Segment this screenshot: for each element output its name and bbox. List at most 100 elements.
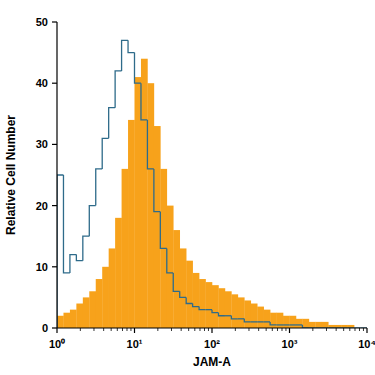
histogram-step — [218, 313, 224, 316]
x-minor-tick — [349, 328, 350, 331]
histogram-step — [290, 324, 296, 325]
histogram-bar — [76, 304, 83, 328]
y-tick — [52, 21, 57, 22]
x-minor-tick — [248, 328, 249, 331]
y-tick-label: 0 — [42, 322, 48, 334]
x-minor-tick — [122, 328, 123, 331]
x-minor-tick — [326, 328, 327, 331]
histogram-bar — [70, 310, 77, 328]
x-minor-tick — [277, 328, 278, 331]
histogram-step — [70, 255, 76, 273]
x-tick — [56, 328, 57, 333]
y-tick-label: 30 — [36, 138, 48, 150]
histogram-step — [193, 304, 199, 307]
y-tick-label: 50 — [36, 16, 48, 28]
histogram-step — [173, 273, 179, 291]
histogram-step — [225, 315, 231, 316]
x-tick-label: 10² — [204, 338, 220, 350]
histogram-bar — [206, 282, 213, 328]
x-minor-tick — [130, 328, 131, 331]
histogram-bar — [302, 319, 309, 328]
histogram-bar — [296, 319, 303, 328]
histogram-step — [57, 175, 63, 328]
histogram-step — [238, 318, 244, 319]
histogram-step — [296, 324, 302, 325]
histogram-bar — [122, 169, 129, 328]
y-tick — [52, 327, 57, 328]
histogram-step — [251, 321, 257, 322]
y-tick-label: 40 — [36, 77, 48, 89]
histogram-step — [122, 40, 128, 71]
x-minor-tick — [235, 328, 236, 331]
y-axis-label: Relative Cell Number — [4, 115, 18, 235]
histogram-bar — [277, 313, 284, 328]
histogram-step — [212, 310, 218, 313]
histogram-step — [167, 248, 173, 272]
histogram-step — [147, 120, 153, 169]
histogram-bar — [238, 297, 245, 328]
x-minor-tick — [343, 328, 344, 331]
histogram-bar — [160, 169, 167, 328]
histogram-step — [283, 324, 289, 325]
y-tick-label: 20 — [36, 200, 48, 212]
histogram-step — [115, 71, 121, 108]
chart-svg: 0102030405010⁰10¹10²10³10⁴JAM-ARelative … — [0, 0, 375, 375]
histogram-bar — [218, 288, 225, 328]
x-minor-tick — [93, 328, 94, 331]
histogram-bar — [251, 304, 258, 328]
x-minor-tick — [188, 328, 189, 331]
histogram-step — [96, 169, 102, 206]
histogram-step — [102, 138, 108, 169]
x-minor-tick — [126, 328, 127, 331]
histogram-bar — [212, 285, 219, 328]
x-tick — [211, 328, 212, 333]
histogram-bar — [315, 322, 322, 328]
x-minor-tick — [312, 328, 313, 331]
y-axis-line — [56, 22, 57, 328]
x-minor-tick — [354, 328, 355, 331]
x-minor-tick — [208, 328, 209, 331]
x-minor-tick — [103, 328, 104, 331]
x-minor-tick — [204, 328, 205, 331]
histogram-bar — [322, 322, 329, 328]
marks — [57, 40, 367, 328]
histogram-bar — [180, 248, 187, 328]
histogram-bar — [173, 230, 180, 328]
histogram-step — [63, 175, 69, 273]
histogram-bar — [57, 316, 64, 328]
x-minor-tick — [199, 328, 200, 331]
histogram-step — [128, 40, 134, 52]
histogram-bar — [225, 291, 232, 328]
histogram-step — [180, 291, 186, 297]
x-minor-tick — [80, 328, 81, 331]
histogram-bar — [128, 120, 135, 328]
histogram-step — [257, 321, 263, 322]
histogram-bar — [96, 279, 103, 328]
x-tick — [134, 328, 135, 333]
y-tick — [52, 266, 57, 267]
histogram-bar — [193, 273, 200, 328]
histogram-bar — [186, 261, 193, 328]
histogram-bar — [244, 300, 251, 328]
histogram-bar — [264, 310, 271, 328]
histogram-step — [231, 316, 237, 319]
histogram-bar — [283, 316, 290, 328]
x-minor-tick — [363, 328, 364, 331]
x-axis-label: JAM-A — [193, 355, 231, 369]
histogram-bar — [309, 322, 316, 328]
histogram-bar — [115, 218, 122, 328]
x-minor-tick — [171, 328, 172, 331]
x-minor-tick — [181, 328, 182, 331]
histogram-step — [76, 255, 82, 261]
histogram-bar — [102, 267, 109, 328]
histogram-bar — [167, 206, 174, 328]
x-tick-label: 10¹ — [127, 338, 143, 350]
x-tick-label: 10³ — [282, 338, 298, 350]
x-minor-tick — [117, 328, 118, 331]
x-minor-tick — [285, 328, 286, 331]
y-tick — [52, 205, 57, 206]
histogram-step — [135, 53, 141, 84]
y-tick — [52, 83, 57, 84]
histogram-bar — [154, 126, 161, 328]
x-tick — [366, 328, 367, 333]
